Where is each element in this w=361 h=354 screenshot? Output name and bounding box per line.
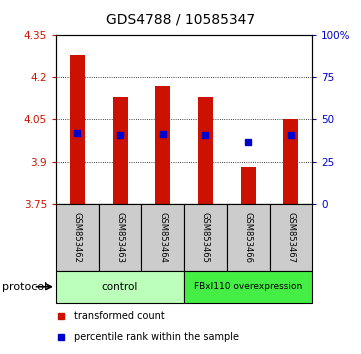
Bar xyxy=(70,55,85,204)
Text: protocol: protocol xyxy=(2,282,47,292)
Text: GSM853466: GSM853466 xyxy=(244,212,253,263)
Bar xyxy=(184,271,312,303)
Bar xyxy=(184,204,227,271)
Text: GDS4788 / 10585347: GDS4788 / 10585347 xyxy=(106,12,255,27)
Bar xyxy=(113,97,127,204)
Bar xyxy=(198,97,213,204)
Bar xyxy=(283,119,299,204)
Text: transformed count: transformed count xyxy=(74,311,165,321)
Text: control: control xyxy=(102,282,138,292)
Bar xyxy=(56,271,184,303)
Bar xyxy=(56,204,99,271)
Text: GSM853462: GSM853462 xyxy=(73,212,82,263)
Bar xyxy=(99,204,142,271)
Text: GSM853463: GSM853463 xyxy=(116,212,125,263)
Bar xyxy=(270,204,312,271)
Bar xyxy=(155,86,170,204)
Text: FBxl110 overexpression: FBxl110 overexpression xyxy=(194,282,302,291)
Text: GSM853464: GSM853464 xyxy=(158,212,167,263)
Bar xyxy=(227,204,270,271)
Bar xyxy=(142,204,184,271)
Text: GSM853467: GSM853467 xyxy=(286,212,295,263)
Text: GSM853465: GSM853465 xyxy=(201,212,210,263)
Text: percentile rank within the sample: percentile rank within the sample xyxy=(74,332,239,342)
Bar xyxy=(241,167,256,204)
